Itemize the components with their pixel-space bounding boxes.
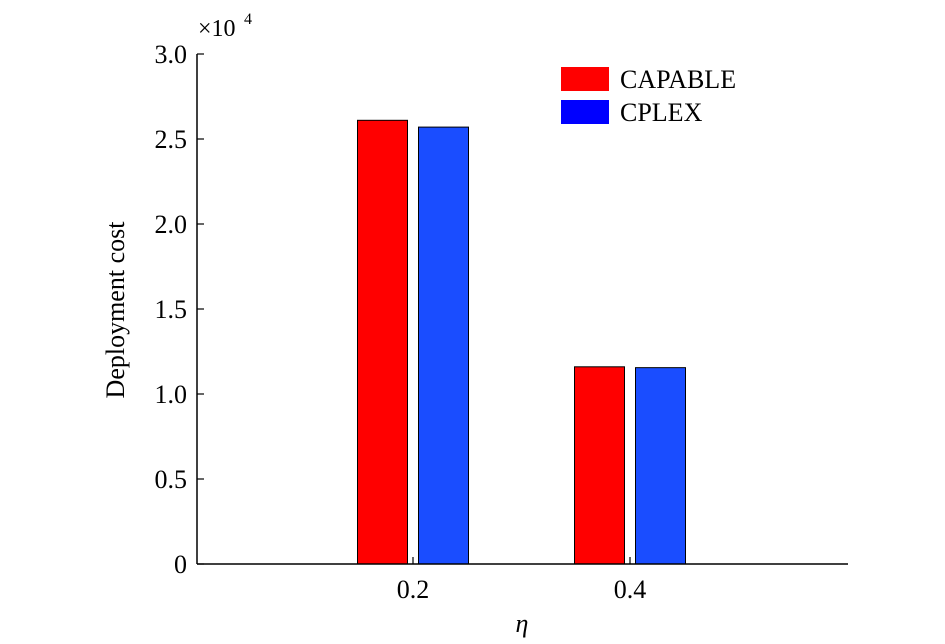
x-axis-label: η xyxy=(516,609,529,638)
y-ticks-group: 0 0.5 1.0 1.5 2.0 2.5 3.0 xyxy=(155,40,204,579)
legend-swatch-cplex xyxy=(561,100,609,124)
bar-cplex-0.2 xyxy=(418,126,469,565)
axes-group xyxy=(196,54,848,565)
x-ticks-group: 0.2 0.4 xyxy=(397,557,647,604)
scale-multiplier-exponent: 4 xyxy=(244,11,252,28)
x-tick-label: 0.4 xyxy=(614,575,647,604)
bars-group xyxy=(357,119,686,565)
y-tick-label: 3.0 xyxy=(155,40,188,69)
scale-multiplier: ×10 xyxy=(198,16,236,42)
y-axis-label: Deployment cost xyxy=(101,221,130,399)
x-tick-label: 0.2 xyxy=(397,575,430,604)
y-tick-label: 2.0 xyxy=(155,210,188,239)
legend-label-capable: CAPABLE xyxy=(620,65,736,94)
legend: CAPABLE CPLEX xyxy=(561,65,736,127)
legend-label-cplex: CPLEX xyxy=(620,98,703,127)
y-tick-label: 0.5 xyxy=(155,465,188,494)
legend-swatch-capable xyxy=(561,67,609,91)
bar-capable-0.2 xyxy=(357,119,408,565)
y-tick-label: 1.0 xyxy=(155,380,188,409)
y-tick-label: 0 xyxy=(174,550,187,579)
bar-capable-0.4 xyxy=(574,366,625,565)
y-tick-label: 1.5 xyxy=(155,295,188,324)
y-tick-label: 2.5 xyxy=(155,125,188,154)
bar-cplex-0.4 xyxy=(635,367,686,565)
